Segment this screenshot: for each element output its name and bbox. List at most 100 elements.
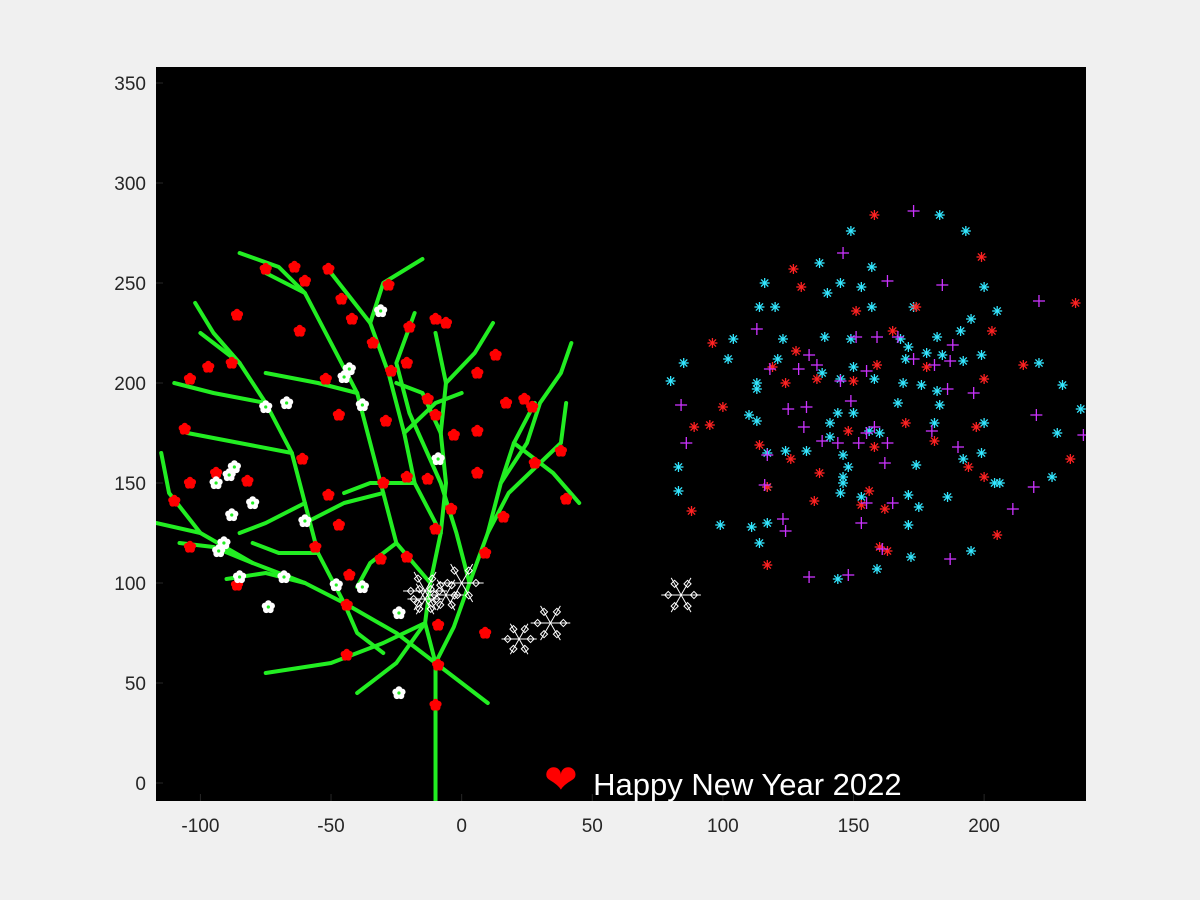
firework-magenta-point: [928, 359, 941, 371]
red-ornament: [421, 392, 434, 405]
red-ornament: [345, 312, 358, 325]
firework-cyan-point: [819, 332, 830, 342]
firework-magenta-point: [868, 421, 881, 433]
firework-magenta-point: [951, 441, 964, 453]
firework-cyan-point: [822, 288, 833, 298]
tree-branch: [250, 541, 320, 555]
firework-red-point: [762, 560, 773, 570]
firework-magenta-point: [675, 399, 688, 411]
firework-red-point: [851, 306, 862, 316]
firework-red-point: [791, 346, 802, 356]
red-ornament: [518, 392, 531, 405]
firework-magenta-point: [967, 387, 980, 399]
firework-cyan-point: [903, 520, 914, 530]
tree-branch: [342, 481, 417, 495]
firework-magenta-point: [944, 355, 957, 367]
firework-magenta-point: [831, 437, 844, 449]
firework-cyan-point: [937, 350, 948, 360]
tree-branch: [355, 541, 399, 589]
red-ornament: [230, 308, 244, 321]
red-ornament: [343, 568, 356, 581]
red-ornament: [332, 518, 345, 531]
white-ornament: [355, 398, 370, 412]
firework-magenta-point: [776, 513, 789, 525]
firework-cyan-point: [994, 478, 1005, 488]
firework-magenta-point: [1027, 481, 1040, 493]
firework-cyan-point: [903, 342, 914, 352]
tree-branch: [498, 341, 574, 485]
red-ornament: [366, 336, 379, 349]
firework-magenta-point: [878, 457, 891, 469]
firework-cyan-point: [992, 306, 1003, 316]
firework-magenta-point: [680, 437, 693, 449]
red-ornament: [332, 408, 345, 421]
y-tick-label: 100: [114, 574, 146, 595]
firework-cyan-point: [751, 378, 762, 388]
firework-cyan-point: [932, 332, 943, 342]
firework-cyan-point: [762, 518, 773, 528]
red-ornament: [183, 540, 197, 553]
red-ornament: [447, 428, 460, 441]
firework-cyan-point: [934, 210, 945, 220]
firework-cyan-point: [848, 408, 859, 418]
y-tick-label: 50: [125, 674, 146, 695]
white-ornament: [261, 600, 275, 614]
firework-red-point: [911, 302, 922, 312]
firework-cyan-point: [843, 462, 854, 472]
firework-red-point: [921, 362, 932, 372]
firework-red-point: [686, 506, 697, 516]
firework-magenta-point: [837, 247, 850, 259]
tree-branch: [263, 371, 360, 395]
tree-branch: [355, 621, 428, 695]
red-ornament: [554, 444, 567, 457]
firework-red-point: [879, 504, 890, 514]
firework-magenta-point: [792, 363, 805, 375]
firework-cyan-point: [869, 374, 880, 384]
firework-cyan-point: [913, 502, 924, 512]
red-ornament: [379, 414, 392, 427]
red-ornament: [296, 452, 309, 465]
firework-red-point: [717, 402, 728, 412]
red-ornament: [421, 472, 434, 485]
red-ornament: [400, 550, 413, 563]
firework-magenta-point: [891, 331, 904, 343]
firework-cyan-point: [958, 356, 969, 366]
firework-cyan-point: [1057, 380, 1068, 390]
firework-magenta-point: [810, 359, 823, 371]
firework-red-point: [767, 362, 778, 372]
firework-red-point: [1065, 454, 1076, 464]
firework-cyan-point: [801, 446, 812, 456]
firework-cyan-point: [665, 376, 676, 386]
firework-cyan-point: [770, 302, 781, 312]
firework-cyan-point: [751, 384, 762, 394]
red-ornament: [340, 648, 353, 661]
red-ornament: [429, 408, 442, 421]
firework-cyan-point: [845, 226, 856, 236]
firework-red-point: [976, 252, 987, 262]
firework-cyan-point: [1075, 404, 1086, 414]
firework-magenta-point: [936, 279, 949, 291]
firework-cyan-point: [715, 520, 726, 530]
tree-branch: [185, 431, 294, 455]
firework-red-point: [887, 326, 898, 336]
firework-cyan-point: [929, 418, 940, 428]
firework-red-point: [1070, 298, 1081, 308]
firework-cyan-point: [673, 486, 684, 496]
firework-red-point: [707, 338, 718, 348]
white-ornament: [227, 460, 241, 474]
firework-magenta-point: [925, 425, 938, 437]
firework-cyan-point: [824, 418, 835, 428]
y-tick-label: 200: [114, 374, 146, 395]
firework-magenta-point: [860, 497, 873, 509]
firework-cyan-point: [903, 490, 914, 500]
firework-cyan-point: [955, 326, 966, 336]
firework-red-point: [843, 426, 854, 436]
firework-cyan-point: [905, 552, 916, 562]
firework-cyan-point: [895, 334, 906, 344]
snowflake: [501, 623, 537, 655]
x-tick-label: -50: [317, 816, 344, 837]
y-tick-label: 250: [114, 274, 146, 295]
firework-magenta-point: [803, 571, 816, 583]
firework-cyan-point: [892, 398, 903, 408]
